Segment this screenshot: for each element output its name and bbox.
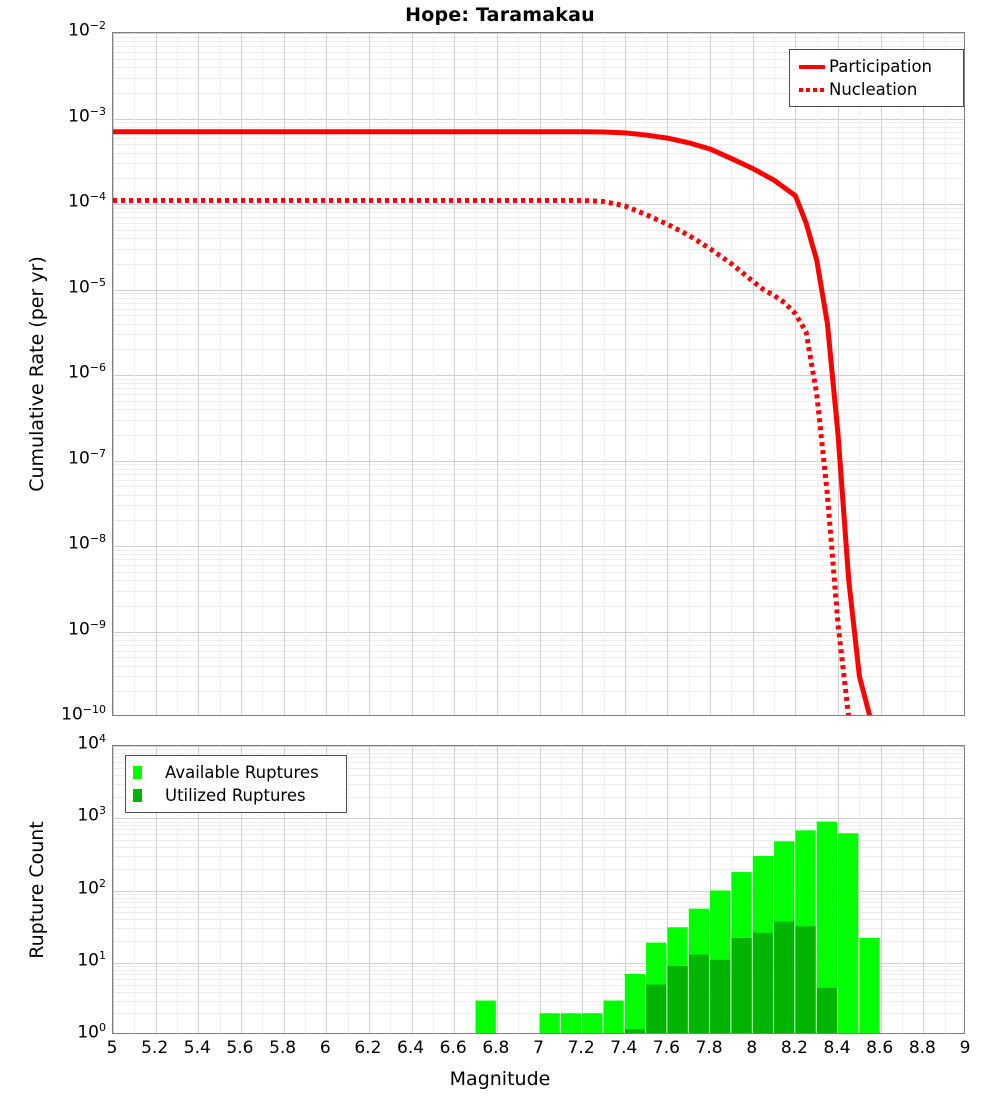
- bar-available-ruptures: [561, 1013, 581, 1034]
- legend-item-utilized-ruptures: Utilized Ruptures: [133, 784, 337, 807]
- page-title: Hope: Taramakau: [0, 4, 1000, 26]
- legend-label-available-ruptures: Available Ruptures: [163, 763, 319, 782]
- bar-utilized-ruptures: [710, 960, 730, 1034]
- legend-item-available-ruptures: Available Ruptures: [133, 761, 337, 784]
- line-dotted-icon: [797, 88, 827, 92]
- bar-available-ruptures: [625, 974, 645, 1034]
- top-chart-curves: [113, 33, 965, 716]
- green-swatch-icon: [133, 766, 163, 779]
- bar-utilized-ruptures: [817, 988, 837, 1034]
- bar-utilized-ruptures: [774, 922, 794, 1034]
- legend-label-participation: Participation: [827, 57, 932, 76]
- bar-available-ruptures: [838, 833, 858, 1034]
- legend-label-nucleation: Nucleation: [827, 80, 917, 99]
- y-axis-tick-label: 101: [0, 949, 114, 971]
- y-axis-tick-label: 10−5: [0, 276, 114, 298]
- bottom-chart-legend: Available Ruptures Utilized Ruptures: [125, 755, 347, 813]
- cumulative-rate-plot: [112, 32, 965, 716]
- y-axis-tick-label: 10−10: [0, 703, 114, 725]
- top-chart-legend: Participation Nucleation: [789, 49, 964, 107]
- y-axis-tick-label: 10−2: [0, 19, 114, 41]
- x-axis-label: Magnitude: [0, 1068, 1000, 1090]
- curve-participation: [113, 132, 870, 716]
- y-axis-tick-label: 10−6: [0, 361, 114, 383]
- y-axis-tick-label: 10−3: [0, 105, 114, 127]
- bar-available-ruptures: [476, 1001, 496, 1034]
- legend-item-participation: Participation: [797, 55, 954, 78]
- chart-page: Hope: Taramakau Cumulative Rate (per yr)…: [0, 0, 1000, 1100]
- y-axis-tick-label: 10−9: [0, 618, 114, 640]
- bar-utilized-ruptures: [731, 938, 751, 1034]
- bar-available-ruptures: [603, 1001, 623, 1034]
- y-axis-tick-label: 10−8: [0, 532, 114, 554]
- bar-utilized-ruptures: [689, 955, 709, 1034]
- bar-available-ruptures: [540, 1013, 560, 1034]
- dark-green-swatch-icon: [133, 789, 163, 802]
- bar-available-ruptures: [859, 938, 879, 1034]
- line-solid-icon: [797, 65, 827, 69]
- y-axis-tick-label: 102: [0, 877, 114, 899]
- bar-utilized-ruptures: [646, 985, 666, 1035]
- bar-utilized-ruptures: [625, 1029, 645, 1034]
- legend-item-nucleation: Nucleation: [797, 78, 954, 101]
- bar-utilized-ruptures: [753, 933, 773, 1034]
- bar-utilized-ruptures: [795, 926, 815, 1034]
- bar-utilized-ruptures: [667, 966, 687, 1034]
- y-axis-tick-label: 10−4: [0, 190, 114, 212]
- bar-available-ruptures: [582, 1013, 602, 1034]
- y-axis-tick-label: 10−7: [0, 447, 114, 469]
- y-axis-tick-label: 103: [0, 804, 114, 826]
- curve-nucleation: [113, 200, 849, 716]
- legend-label-utilized-ruptures: Utilized Ruptures: [163, 786, 306, 805]
- x-axis-tick-label: 9: [935, 1038, 995, 1058]
- y-axis-tick-label: 104: [0, 732, 114, 754]
